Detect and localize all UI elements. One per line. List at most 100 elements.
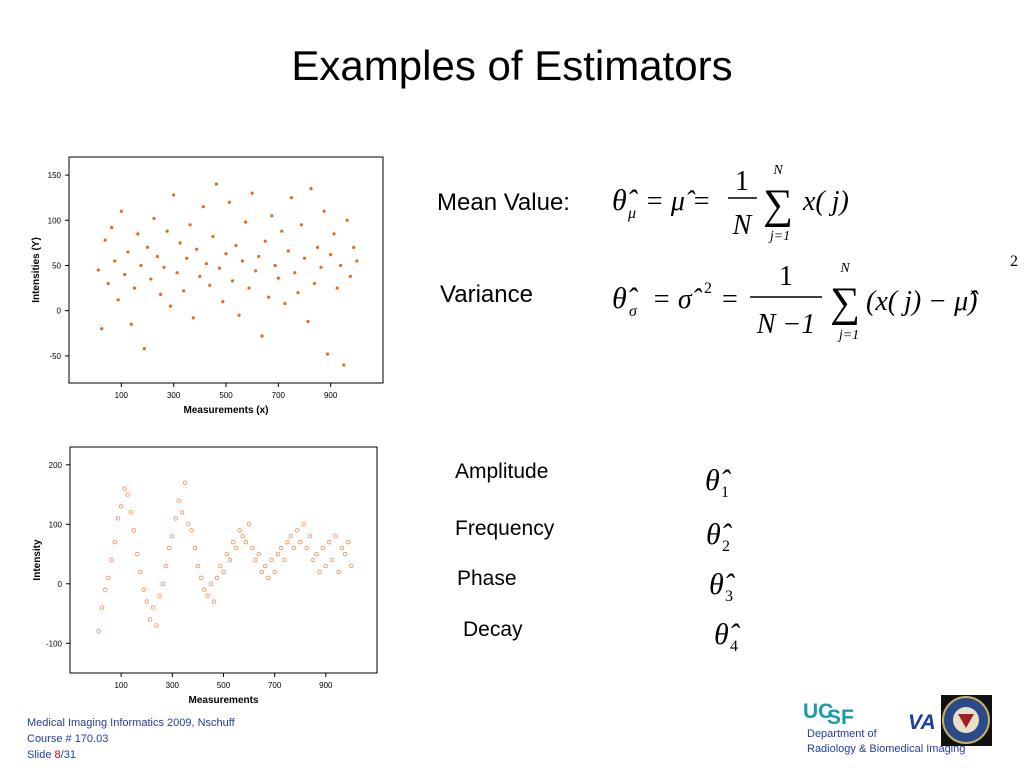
data-point bbox=[234, 243, 238, 248]
data-point bbox=[160, 581, 166, 586]
data-point bbox=[145, 245, 150, 249]
data-point bbox=[147, 617, 153, 622]
data-point bbox=[243, 539, 249, 545]
data-point bbox=[162, 265, 166, 269]
data-point bbox=[178, 241, 182, 245]
data-point bbox=[240, 534, 245, 539]
data-point bbox=[312, 281, 317, 286]
x-tick-label: 500 bbox=[219, 391, 233, 400]
data-point bbox=[306, 319, 310, 324]
footer-text: Slide 8/31 bbox=[27, 749, 76, 761]
data-point bbox=[221, 300, 225, 304]
data-point bbox=[131, 528, 137, 533]
data-point bbox=[285, 539, 290, 545]
x-axis-label: Measurements bbox=[188, 695, 258, 706]
data-point bbox=[165, 229, 169, 233]
logo-text: Radiology & Biomedical Imaging bbox=[807, 743, 965, 755]
data-point bbox=[355, 259, 359, 263]
data-point bbox=[301, 522, 306, 527]
formula-symbol: N bbox=[772, 163, 783, 178]
data-point bbox=[260, 334, 264, 338]
data-point bbox=[173, 516, 178, 521]
data-point bbox=[244, 220, 248, 224]
data-point bbox=[132, 286, 137, 290]
ucsf-logo: SF bbox=[827, 706, 854, 729]
data-point bbox=[289, 196, 294, 200]
data-point bbox=[263, 239, 267, 243]
data-point bbox=[247, 286, 251, 290]
data-point bbox=[280, 229, 284, 233]
parameter-symbol: 3 bbox=[725, 588, 733, 605]
data-point bbox=[224, 551, 230, 557]
data-point bbox=[154, 623, 159, 628]
data-point bbox=[352, 245, 356, 249]
data-point bbox=[349, 563, 354, 569]
data-point bbox=[322, 209, 326, 213]
data-point bbox=[329, 253, 333, 257]
data-point bbox=[208, 581, 213, 586]
formula-symbol: σ bbox=[629, 303, 638, 320]
data-point bbox=[185, 256, 189, 260]
data-point bbox=[275, 551, 281, 557]
data-point bbox=[335, 286, 339, 290]
data-point bbox=[115, 516, 121, 521]
data-point bbox=[168, 304, 173, 308]
data-point bbox=[346, 539, 351, 545]
data-point bbox=[122, 486, 127, 491]
data-point bbox=[195, 247, 199, 251]
parameter-name: Amplitude bbox=[455, 460, 548, 483]
x-axis-label: Measurements (x) bbox=[183, 405, 268, 416]
data-point bbox=[192, 545, 198, 551]
logo-text: Department of bbox=[807, 728, 878, 740]
data-point bbox=[199, 575, 204, 581]
data-point bbox=[342, 551, 348, 557]
va-logo: VA bbox=[908, 711, 936, 734]
x-tick-label: 700 bbox=[272, 391, 286, 400]
data-point bbox=[326, 539, 332, 545]
data-point bbox=[188, 223, 192, 227]
data-point bbox=[263, 563, 268, 569]
data-point bbox=[149, 277, 153, 281]
data-point bbox=[269, 557, 274, 563]
data-point bbox=[250, 191, 254, 195]
footer-text: /31 bbox=[61, 749, 76, 761]
data-point bbox=[152, 216, 156, 221]
data-point bbox=[167, 545, 172, 551]
data-point bbox=[182, 480, 188, 485]
formula-symbol: j=1 bbox=[837, 328, 859, 343]
data-point bbox=[278, 545, 284, 551]
data-point bbox=[182, 289, 186, 293]
data-point bbox=[157, 593, 162, 598]
parameter-symbol: 1 bbox=[721, 484, 729, 501]
formula-symbol: 2 bbox=[704, 280, 712, 297]
parameter-symbol: 2 bbox=[722, 538, 730, 555]
data-point bbox=[96, 268, 100, 272]
data-point bbox=[332, 232, 336, 236]
x-tick-label: 900 bbox=[319, 681, 333, 690]
formula-symbol: ∑ bbox=[830, 280, 860, 326]
data-point bbox=[288, 534, 293, 539]
ucsf-logo: UC bbox=[803, 700, 833, 723]
data-point bbox=[112, 539, 117, 545]
data-point bbox=[227, 200, 232, 204]
data-point bbox=[323, 563, 329, 569]
y-tick-label: 0 bbox=[57, 307, 62, 316]
y-tick-label: 50 bbox=[52, 261, 61, 270]
data-point bbox=[186, 522, 191, 527]
y-tick-label: 100 bbox=[48, 216, 62, 225]
data-point bbox=[221, 569, 226, 575]
data-point bbox=[309, 187, 313, 191]
data-point bbox=[129, 322, 133, 326]
data-point bbox=[116, 298, 120, 302]
data-point bbox=[294, 528, 300, 533]
x-tick-label: 300 bbox=[167, 391, 181, 400]
formula-label: Mean Value: bbox=[437, 189, 570, 216]
data-point bbox=[205, 593, 210, 598]
data-point bbox=[240, 259, 245, 263]
plot-frame bbox=[68, 156, 384, 384]
formula-symbol: μ bbox=[627, 205, 636, 222]
data-point bbox=[214, 182, 218, 186]
data-point bbox=[175, 271, 179, 275]
data-point bbox=[141, 587, 146, 592]
